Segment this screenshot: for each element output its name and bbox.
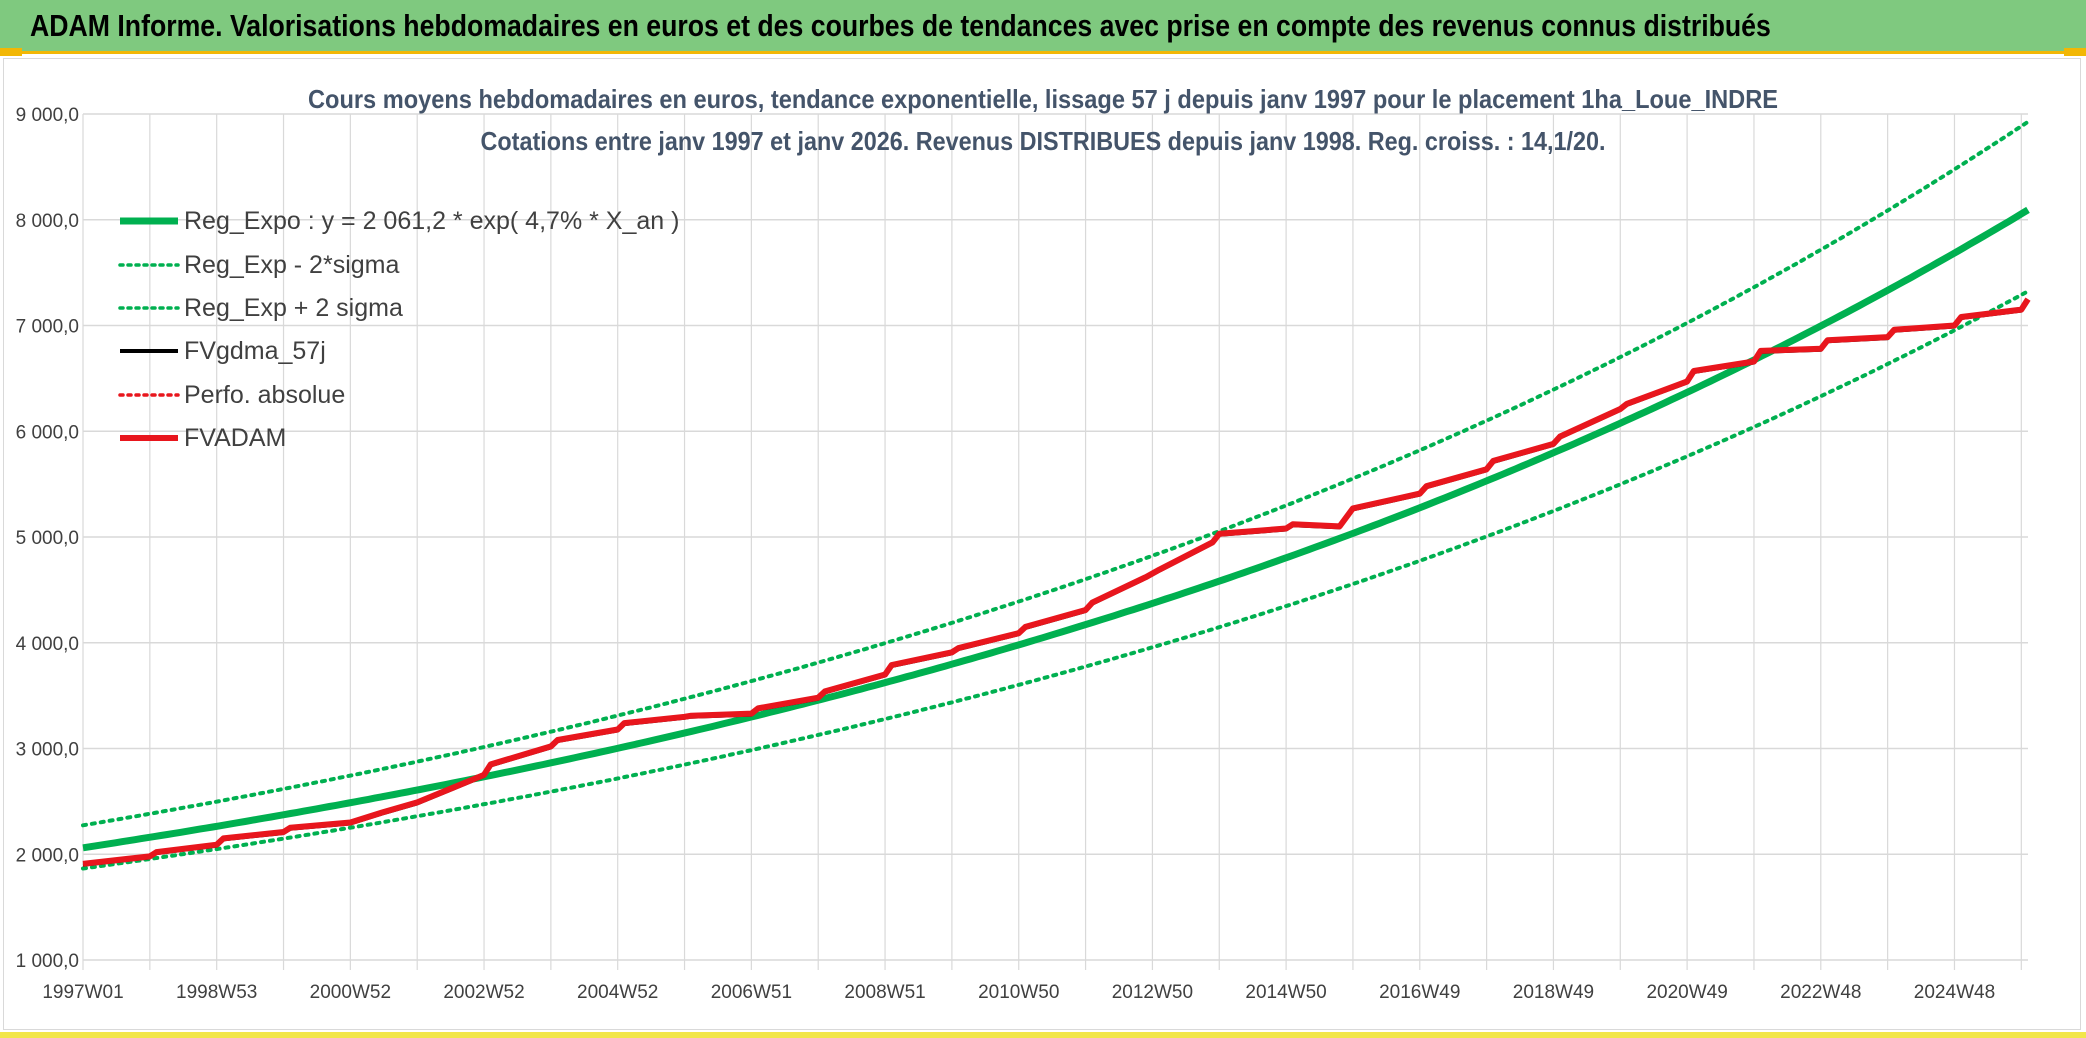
chart-ticks: 1 000,0 2 000,0 3 000,0 4 000,0 5 000,0 6 000… — [16, 105, 1996, 1003]
chart-subtitle: Cotations entre janv 1997 et janv 2026. … — [481, 126, 1606, 156]
report-title: ADAM Informe. Valorisations hebdomadaire… — [30, 8, 1771, 43]
y-tick-label: 4 000,0 — [16, 634, 79, 655]
y-tick-label: 1 000,0 — [16, 951, 79, 972]
x-tick-label: 2010W50 — [978, 982, 1059, 1003]
x-tick-label: 2006W51 — [711, 982, 792, 1003]
series-fvadam — [82, 297, 2031, 867]
x-tick-label: 1998W53 — [176, 982, 257, 1003]
series-fvgdma-57j — [82, 299, 2030, 867]
x-tick-label: 2014W50 — [1245, 982, 1326, 1003]
legend-label: Reg_Exp - 2*sigma — [184, 251, 399, 279]
series-perfo-absolue — [82, 298, 2029, 865]
y-tick-label: 6 000,0 — [16, 422, 79, 443]
bottom-strip — [0, 1032, 2086, 1038]
y-tick-label: 8 000,0 — [16, 211, 79, 232]
y-tick-label: 3 000,0 — [16, 740, 79, 761]
series-reg-exp-minus-2-sigma — [81, 289, 2030, 871]
x-tick-label: 2022W48 — [1780, 982, 1861, 1003]
y-tick-label: 7 000,0 — [16, 317, 79, 338]
chart-frame — [3, 58, 2081, 1030]
y-tick-label: 9 000,0 — [16, 105, 79, 126]
x-tick-label: 2004W52 — [577, 982, 658, 1003]
chart-grid — [82, 113, 2028, 970]
report-banner: ADAM Informe. Valorisations hebdomadaire… — [0, 0, 2086, 54]
x-tick-label: 2012W50 — [1112, 982, 1193, 1003]
legend-label: FVgdma_57j — [184, 337, 326, 365]
x-tick-label: 1997W01 — [42, 982, 123, 1003]
legend-label: Reg_Expo : y = 2 061,2 * exp( 4,7% * X_a… — [184, 207, 679, 235]
x-tick-label: 2016W49 — [1379, 982, 1460, 1003]
legend-label: Reg_Exp + 2 sigma — [184, 294, 403, 322]
legend-label: Perfo. absolue — [184, 381, 345, 409]
x-tick-label: 2002W52 — [443, 982, 524, 1003]
banner-corner-right — [2064, 48, 2086, 56]
series-reg-expo — [82, 206, 2030, 852]
x-tick-label: 2020W49 — [1646, 982, 1727, 1003]
x-tick-label: 2024W48 — [1914, 982, 1995, 1003]
y-tick-label: 5 000,0 — [16, 528, 79, 549]
x-tick-label: 2008W51 — [844, 982, 925, 1003]
x-tick-label: 2000W52 — [310, 982, 391, 1003]
chart-series — [81, 119, 2031, 871]
y-tick-label: 2 000,0 — [16, 845, 79, 866]
x-tick-label: 2018W49 — [1513, 982, 1594, 1003]
chart-title: Cours moyens hebdomadaires en euros, ten… — [308, 84, 1778, 114]
chart-legend: Reg_Expo : y = 2 061,2 * exp( 4,7% * X_a… — [118, 207, 679, 452]
series-reg-exp-plus-2-sigma — [81, 119, 2030, 828]
legend-label: FVADAM — [184, 424, 286, 452]
banner-corner-left — [0, 48, 22, 56]
